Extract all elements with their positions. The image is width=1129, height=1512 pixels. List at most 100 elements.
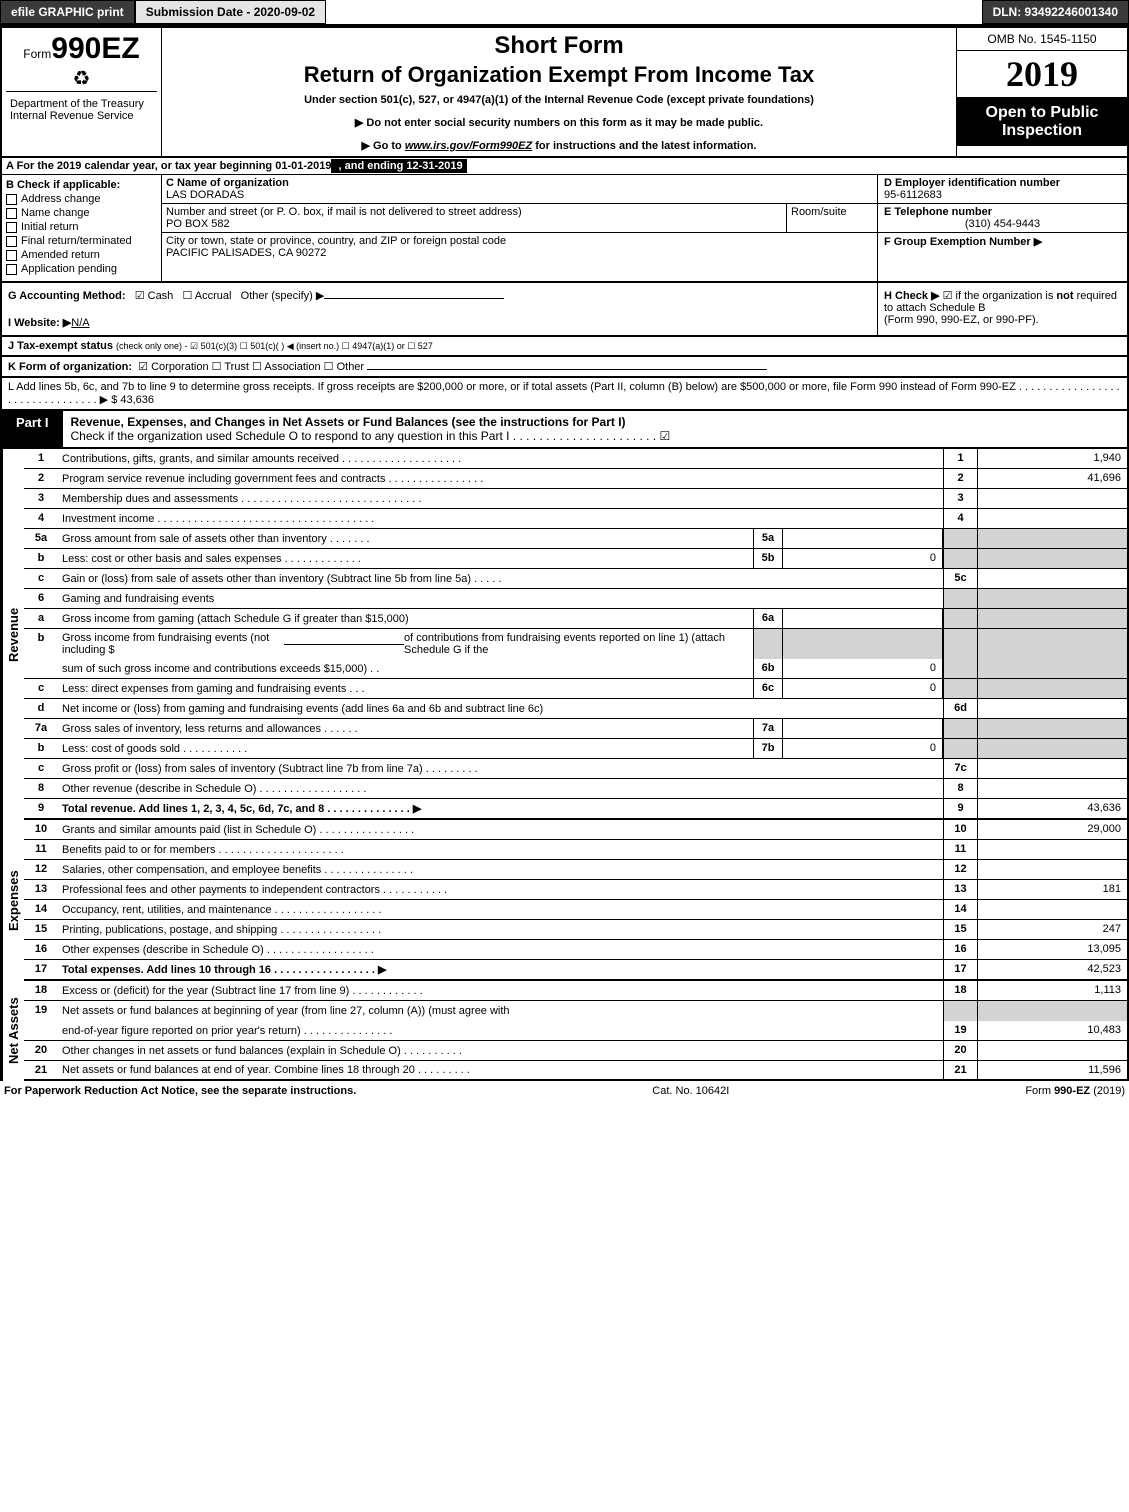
line-val (977, 489, 1127, 508)
chk-amended-return[interactable]: Amended return (6, 249, 157, 261)
line-num: c (24, 759, 58, 778)
phone-label: E Telephone number (884, 206, 1121, 218)
group-exemption-cell: F Group Exemption Number ▶ (878, 233, 1127, 250)
k-label: K Form of organization: (8, 361, 132, 373)
shaded-box (943, 609, 977, 628)
checkbox-icon[interactable] (6, 236, 17, 247)
checkbox-icon[interactable] (6, 208, 17, 219)
sub-val (783, 529, 943, 548)
line-num: 18 (24, 981, 58, 1000)
sub-val: 0 (783, 659, 943, 678)
ein-cell: D Employer identification number 95-6112… (878, 175, 1127, 204)
line-desc: Less: cost or other basis and sales expe… (58, 549, 753, 568)
line-desc: Occupancy, rent, utilities, and maintena… (58, 900, 943, 919)
line-num: 6 (24, 589, 58, 608)
chk-final-return[interactable]: Final return/terminated (6, 235, 157, 247)
chk-name-change[interactable]: Name change (6, 207, 157, 219)
line-num: 11 (24, 840, 58, 859)
recycle-icon: ♻ (6, 66, 157, 91)
website-value: N/A (71, 317, 89, 329)
group-exemption-label: F Group Exemption Number ▶ (884, 235, 1121, 248)
line-num: 13 (24, 880, 58, 899)
line-9: 9 Total revenue. Add lines 1, 2, 3, 4, 5… (24, 799, 1127, 820)
sub-num: 6b (753, 659, 783, 678)
line-val (977, 509, 1127, 528)
g-other-blank[interactable] (324, 298, 504, 299)
line-19-top: 19 Net assets or fund balances at beginn… (24, 1001, 1127, 1021)
efile-print-button[interactable]: efile GRAPHIC print (0, 0, 135, 24)
line-13: 13 Professional fees and other payments … (24, 880, 1127, 900)
net-assets-side-label: Net Assets (2, 981, 24, 1081)
sub-num: 7a (753, 719, 783, 738)
chk-initial-return[interactable]: Initial return (6, 221, 157, 233)
line-num: 9 (24, 799, 58, 818)
line-desc: Gaming and fundraising events (58, 589, 943, 608)
form-prefix: Form (23, 47, 51, 61)
k-other-blank[interactable] (367, 369, 767, 370)
line-4: 4 Investment income . . . . . . . . . . … (24, 509, 1127, 529)
sub-val (783, 609, 943, 628)
line-box: 6d (943, 699, 977, 718)
checkbox-icon[interactable] (6, 250, 17, 261)
ssn-warning: ▶ Do not enter social security numbers o… (166, 116, 952, 129)
line-desc: Benefits paid to or for members . . . . … (58, 840, 943, 859)
part1-grid: Revenue 1 Contributions, gifts, grants, … (0, 449, 1129, 1081)
line-18: 18 Excess or (deficit) for the year (Sub… (24, 981, 1127, 1001)
line-num: 14 (24, 900, 58, 919)
sub-num: 7b (753, 739, 783, 758)
line-desc: Net income or (loss) from gaming and fun… (58, 699, 943, 718)
checkbox-icon[interactable] (6, 194, 17, 205)
line-desc: Gross amount from sale of assets other t… (58, 529, 753, 548)
city-label: City or town, state or province, country… (166, 235, 873, 247)
line-5c: c Gain or (loss) from sale of assets oth… (24, 569, 1127, 589)
submission-date-label: Submission Date - 2020-09-02 (135, 0, 326, 24)
tax-year: 2019 (957, 51, 1127, 98)
line-num: 21 (24, 1061, 58, 1079)
line-box: 10 (943, 820, 977, 839)
line-6c: c Less: direct expenses from gaming and … (24, 679, 1127, 699)
line-2: 2 Program service revenue including gove… (24, 469, 1127, 489)
room-suite-cell: Room/suite (787, 204, 877, 232)
contrib-blank[interactable] (284, 644, 404, 645)
revenue-side-label: Revenue (2, 449, 24, 820)
city-cell: City or town, state or province, country… (162, 233, 877, 261)
shaded-box (943, 679, 977, 698)
line-num: 16 (24, 940, 58, 959)
line-num: d (24, 699, 58, 718)
line-box: 21 (943, 1061, 977, 1079)
line-desc: Contributions, gifts, grants, and simila… (58, 449, 943, 468)
tax-year-end: 12-31-2019 (406, 160, 462, 172)
line-box: 17 (943, 960, 977, 979)
chk-address-change[interactable]: Address change (6, 193, 157, 205)
chk-application-pending[interactable]: Application pending (6, 263, 157, 275)
shaded-subval (783, 629, 943, 659)
line-val: 41,696 (977, 469, 1127, 488)
line-7a: 7a Gross sales of inventory, less return… (24, 719, 1127, 739)
line-num: 5a (24, 529, 58, 548)
line-desc: Membership dues and assessments . . . . … (58, 489, 943, 508)
checkbox-icon[interactable] (6, 222, 17, 233)
top-bar: efile GRAPHIC print Submission Date - 20… (0, 0, 1129, 26)
irs-link[interactable]: www.irs.gov/Form990EZ (405, 140, 532, 152)
line-num: b (24, 739, 58, 758)
room-label: Room/suite (791, 206, 873, 218)
phone-value: (310) 454-9443 (884, 218, 1121, 230)
l-text: L Add lines 5b, 6c, and 7b to line 9 to … (8, 381, 1120, 406)
line-6a: a Gross income from gaming (attach Sched… (24, 609, 1127, 629)
line-num: b (24, 629, 58, 659)
section-b-title: B Check if applicable: (6, 179, 157, 191)
line-5b: b Less: cost or other basis and sales ex… (24, 549, 1127, 569)
line-num: 20 (24, 1041, 58, 1060)
header-center: Short Form Return of Organization Exempt… (162, 28, 957, 156)
k-detail: ☑ Corporation ☐ Trust ☐ Association ☐ Ot… (138, 361, 364, 373)
line-7b: b Less: cost of goods sold . . . . . . .… (24, 739, 1127, 759)
line-box: 18 (943, 981, 977, 1000)
ein-label: D Employer identification number (884, 177, 1121, 189)
line-box: 12 (943, 860, 977, 879)
shaded-box (943, 589, 977, 608)
short-form-title: Short Form (166, 32, 952, 60)
checkbox-icon[interactable] (6, 264, 17, 275)
shaded-box (943, 529, 977, 548)
part1-check-line: Check if the organization used Schedule … (71, 429, 671, 443)
line-10: 10 Grants and similar amounts paid (list… (24, 820, 1127, 840)
